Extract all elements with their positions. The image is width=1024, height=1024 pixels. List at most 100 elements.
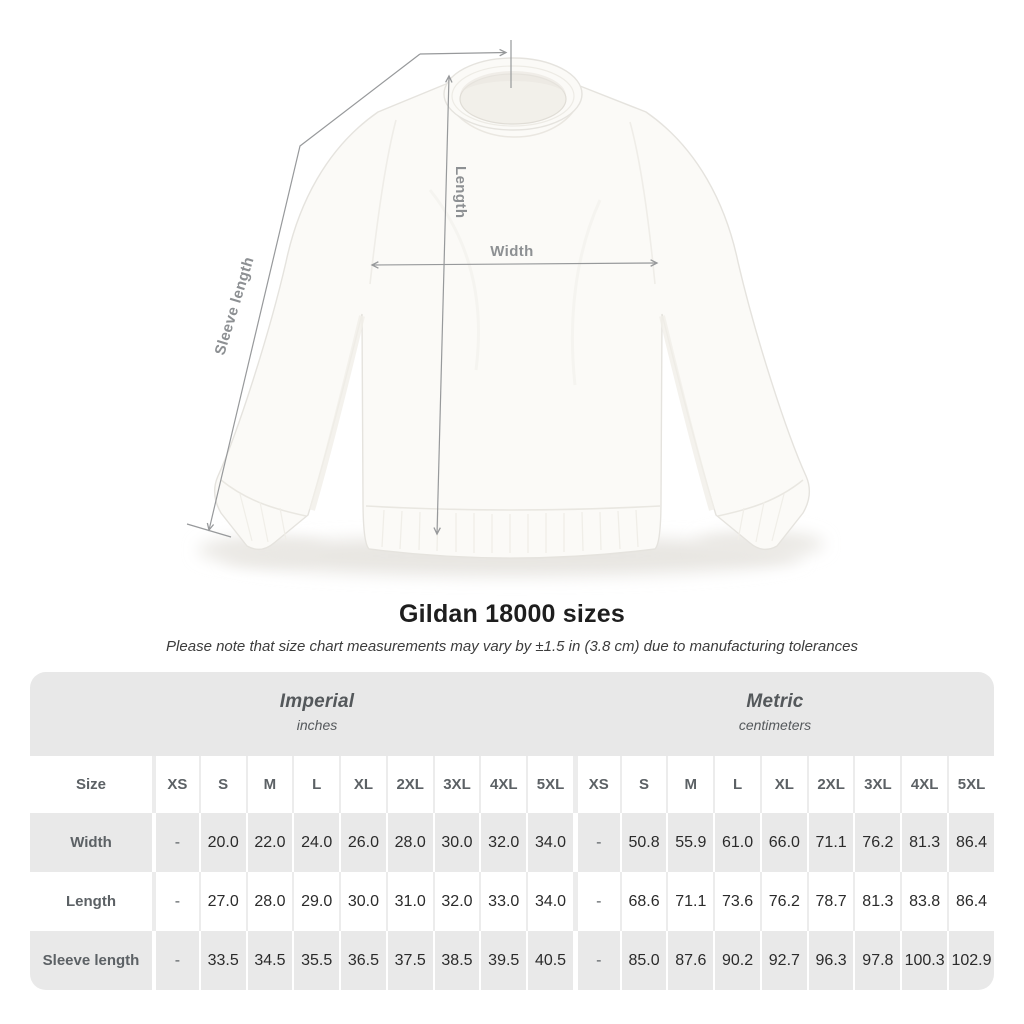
value-cell: 61.0: [713, 813, 760, 872]
size-col-header: S: [198, 756, 246, 813]
garment-waistband: [365, 505, 661, 553]
imperial-unit: inches: [296, 717, 338, 733]
size-col-header: 2XL: [385, 756, 433, 813]
row-label: Sleeve length: [30, 931, 152, 990]
value-cell: 34.0: [526, 813, 573, 872]
value-cell: 40.5: [526, 931, 573, 990]
imperial-title: Imperial: [279, 691, 355, 712]
value-cell: 66.0: [759, 813, 807, 872]
width-row: Width - 20.0 22.0 24.0 26.0 28.0 30.0 32…: [30, 813, 994, 872]
value-cell: 32.0: [479, 813, 527, 872]
row-label: Width: [30, 813, 152, 872]
value-cell: 78.7: [806, 872, 854, 931]
length-row: Length - 27.0 28.0 29.0 30.0 31.0 32.0 3…: [30, 872, 994, 931]
value-cell: 24.0: [292, 813, 340, 872]
page-title: Gildan 18000 sizes: [399, 600, 625, 628]
value-cell: 90.2: [713, 931, 760, 990]
value-cell: 27.0: [198, 872, 246, 931]
value-cell: 22.0: [245, 813, 293, 872]
size-col-header: S: [619, 756, 667, 813]
page-subtitle: Please note that size chart measurements…: [166, 638, 858, 655]
value-cell: 76.2: [853, 813, 901, 872]
value-cell: 34.5: [245, 931, 293, 990]
value-cell: 81.3: [853, 872, 900, 931]
value-cell: -: [572, 813, 620, 872]
units-header-band: Imperial inches Metric centimeters: [30, 672, 994, 756]
value-cell: 36.5: [339, 931, 386, 990]
sweatshirt-illustration: Length Width Sleeve length: [186, 40, 824, 576]
size-row-label: Size: [75, 776, 106, 793]
size-chart: Imperial inches Metric centimeters Size …: [30, 672, 994, 990]
sleeve-length-arrow: [186, 53, 421, 538]
value-cell: 30.0: [339, 872, 386, 931]
value-cell: 37.5: [385, 931, 433, 990]
size-col-header: 5XL: [947, 756, 994, 813]
size-col-header: L: [292, 756, 339, 813]
value-cell: -: [152, 872, 199, 931]
size-col-header: L: [713, 756, 760, 813]
value-cell: 86.4: [947, 813, 994, 872]
size-col-header: M: [245, 756, 293, 813]
size-col-header: 5XL: [526, 756, 573, 813]
size-col-header: XS: [572, 756, 620, 813]
value-cell: 55.9: [666, 813, 714, 872]
value-cell: -: [572, 931, 620, 990]
value-cell: 76.2: [759, 872, 807, 931]
value-cell: 34.0: [526, 872, 573, 931]
value-cell: 50.8: [619, 813, 667, 872]
value-cell: 33.0: [479, 872, 526, 931]
value-cell: 33.5: [198, 931, 246, 990]
value-cell: 100.3: [900, 931, 948, 990]
value-cell: 20.0: [198, 813, 246, 872]
size-col-header: 4XL: [900, 756, 947, 813]
metric-title: Metric: [746, 691, 804, 712]
shoulder-point-arrow: [419, 40, 512, 88]
imperial-header: Imperial inches: [280, 691, 354, 733]
value-cell: 28.0: [245, 872, 293, 931]
size-col-header: 4XL: [479, 756, 526, 813]
value-cell: 39.5: [479, 931, 527, 990]
row-label: Length: [66, 893, 116, 910]
value-cell: 71.1: [666, 872, 713, 931]
value-cell: 73.6: [713, 872, 760, 931]
value-cell: 38.5: [432, 931, 480, 990]
value-cell: 26.0: [339, 813, 386, 872]
value-cell: 29.0: [292, 872, 339, 931]
size-table: Size XS S M L XL 2XL 3XL 4XL 5XL XS S M …: [30, 756, 994, 990]
value-cell: 92.7: [759, 931, 807, 990]
garment-collar: [443, 57, 583, 138]
value-cell: -: [152, 813, 199, 872]
width-arrow: [370, 259, 659, 269]
sleeve-length-row: Sleeve length - 33.5 34.5 35.5 36.5 37.5…: [30, 931, 994, 990]
size-col-header: XS: [152, 756, 199, 813]
value-cell: 83.8: [900, 872, 947, 931]
size-col-header: 3XL: [853, 756, 900, 813]
value-cell: 30.0: [432, 813, 480, 872]
value-cell: 102.9: [947, 931, 994, 990]
sweatshirt-measurement-figure: Length Width Sleeve length: [186, 40, 824, 576]
value-cell: 86.4: [947, 872, 994, 931]
value-cell: 81.3: [900, 813, 948, 872]
value-cell: -: [152, 931, 199, 990]
value-cell: 97.8: [853, 931, 901, 990]
value-cell: 35.5: [292, 931, 340, 990]
value-cell: 68.6: [619, 872, 667, 931]
size-col-header: XL: [759, 756, 807, 813]
value-cell: 85.0: [619, 931, 667, 990]
length-arrow: [433, 74, 453, 536]
metric-header: Metric centimeters: [739, 691, 811, 733]
width-measure-label: Width: [490, 243, 534, 260]
value-cell: 32.0: [432, 872, 480, 931]
length-measure-label: Length: [452, 166, 469, 218]
size-header-row: Size XS S M L XL 2XL 3XL 4XL 5XL XS S M …: [30, 756, 994, 813]
value-cell: 28.0: [385, 813, 433, 872]
value-cell: -: [572, 872, 620, 931]
sleeve-length-measure-label: Sleeve length: [212, 255, 258, 357]
value-cell: 87.6: [666, 931, 714, 990]
garment-body: [213, 83, 811, 559]
metric-unit: centimeters: [738, 717, 812, 733]
garment-cuffs: [220, 479, 804, 543]
size-col-header: M: [666, 756, 713, 813]
size-col-header: 3XL: [432, 756, 480, 813]
size-col-header: XL: [339, 756, 386, 813]
